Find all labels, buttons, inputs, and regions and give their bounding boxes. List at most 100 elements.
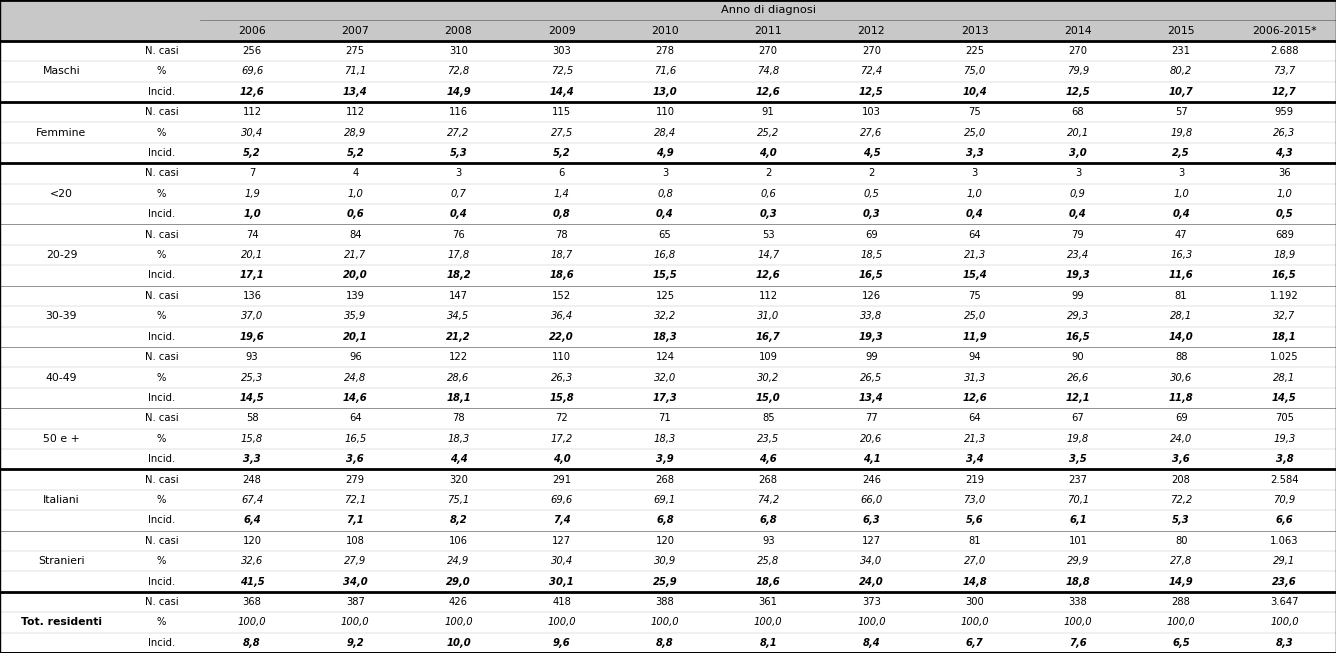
Text: 268: 268: [759, 475, 778, 485]
Text: 2013: 2013: [961, 25, 989, 36]
Text: 18,3: 18,3: [653, 434, 676, 444]
Text: 64: 64: [969, 413, 981, 423]
Text: 32,0: 32,0: [653, 372, 676, 383]
Text: 12,6: 12,6: [962, 393, 987, 403]
Text: 41,5: 41,5: [239, 577, 265, 586]
Text: 2008: 2008: [445, 25, 473, 36]
Text: 28,9: 28,9: [345, 127, 366, 138]
Text: 72: 72: [556, 413, 568, 423]
Text: 8,8: 8,8: [243, 638, 261, 648]
Text: 21,2: 21,2: [446, 332, 470, 342]
Text: 80: 80: [1174, 535, 1188, 546]
Text: Anno di diagnosi: Anno di diagnosi: [720, 5, 816, 15]
Text: 3,0: 3,0: [1069, 148, 1086, 158]
Text: 79,9: 79,9: [1066, 67, 1089, 76]
Text: 2011: 2011: [755, 25, 782, 36]
Text: 219: 219: [965, 475, 985, 485]
Text: 30,6: 30,6: [1170, 372, 1192, 383]
Text: 1,0: 1,0: [967, 189, 982, 199]
Text: 110: 110: [552, 352, 572, 362]
Text: 120: 120: [243, 535, 262, 546]
Text: 3,5: 3,5: [1069, 454, 1086, 464]
Text: 127: 127: [862, 535, 880, 546]
Text: 74,8: 74,8: [758, 67, 779, 76]
Text: 426: 426: [449, 597, 468, 607]
Text: 388: 388: [656, 597, 675, 607]
Text: 1,0: 1,0: [347, 189, 363, 199]
Text: 0,5: 0,5: [863, 189, 879, 199]
Text: 17,1: 17,1: [239, 270, 265, 281]
Text: 18,1: 18,1: [1272, 332, 1297, 342]
Text: 58: 58: [246, 413, 258, 423]
Text: 4,3: 4,3: [1276, 148, 1293, 158]
Text: 1.025: 1.025: [1271, 352, 1299, 362]
Text: 14,9: 14,9: [446, 87, 470, 97]
Text: 368: 368: [243, 597, 262, 607]
Text: 35,9: 35,9: [345, 311, 366, 321]
Text: 47: 47: [1174, 230, 1188, 240]
Text: 69: 69: [1174, 413, 1188, 423]
Text: 80,2: 80,2: [1170, 67, 1192, 76]
Text: 81: 81: [969, 535, 981, 546]
Text: 1,9: 1,9: [244, 189, 261, 199]
Text: 12,1: 12,1: [1066, 393, 1090, 403]
Bar: [0, 592, 1336, 613]
Text: 2014: 2014: [1063, 25, 1092, 36]
Text: 75,1: 75,1: [448, 495, 470, 505]
Text: 246: 246: [862, 475, 880, 485]
Text: 28,1: 28,1: [1170, 311, 1192, 321]
Text: 310: 310: [449, 46, 468, 56]
Text: 7,4: 7,4: [553, 515, 570, 526]
Text: 2007: 2007: [342, 25, 369, 36]
Text: 6,6: 6,6: [1276, 515, 1293, 526]
Text: 1.063: 1.063: [1271, 535, 1299, 546]
Text: 1,0: 1,0: [1276, 189, 1292, 199]
Text: 28,6: 28,6: [448, 372, 470, 383]
Text: 28,4: 28,4: [653, 127, 676, 138]
Text: 3,3: 3,3: [966, 148, 983, 158]
Text: 100,0: 100,0: [238, 617, 266, 628]
Text: 20,1: 20,1: [343, 332, 367, 342]
Text: 387: 387: [346, 597, 365, 607]
Text: 96: 96: [349, 352, 362, 362]
Bar: [0, 123, 1336, 143]
Text: 10,7: 10,7: [1169, 87, 1193, 97]
Text: 32,2: 32,2: [653, 311, 676, 321]
Text: 29,1: 29,1: [1273, 556, 1296, 566]
Text: 139: 139: [346, 291, 365, 301]
Text: 68: 68: [1071, 107, 1085, 118]
Text: 73,0: 73,0: [963, 495, 986, 505]
Text: 16,5: 16,5: [859, 270, 884, 281]
Text: 5,6: 5,6: [966, 515, 983, 526]
Text: 67: 67: [1071, 413, 1085, 423]
Text: 32,7: 32,7: [1273, 311, 1296, 321]
Bar: [0, 428, 1336, 449]
Text: 0,3: 0,3: [863, 209, 880, 219]
Text: 15,8: 15,8: [549, 393, 574, 403]
Bar: [0, 265, 1336, 286]
Text: 2: 2: [766, 168, 771, 178]
Text: 67,4: 67,4: [240, 495, 263, 505]
Text: 34,0: 34,0: [343, 577, 367, 586]
Text: 20,6: 20,6: [860, 434, 883, 444]
Text: 30,4: 30,4: [240, 127, 263, 138]
Text: 13,0: 13,0: [652, 87, 677, 97]
Text: 36: 36: [1279, 168, 1291, 178]
Text: 3: 3: [971, 168, 978, 178]
Text: N. casi: N. casi: [144, 107, 179, 118]
Text: 99: 99: [866, 352, 878, 362]
Text: 69: 69: [866, 230, 878, 240]
Text: 5,2: 5,2: [553, 148, 570, 158]
Text: 21,3: 21,3: [963, 434, 986, 444]
Text: 4,5: 4,5: [863, 148, 880, 158]
Text: 147: 147: [449, 291, 468, 301]
Text: 361: 361: [759, 597, 778, 607]
Text: 0,4: 0,4: [450, 209, 468, 219]
Text: 0,3: 0,3: [759, 209, 778, 219]
Text: 122: 122: [449, 352, 468, 362]
Text: 3: 3: [456, 168, 462, 178]
Text: 237: 237: [1069, 475, 1088, 485]
Text: 15,8: 15,8: [240, 434, 263, 444]
Bar: [0, 551, 1336, 571]
Text: 3,3: 3,3: [243, 454, 261, 464]
